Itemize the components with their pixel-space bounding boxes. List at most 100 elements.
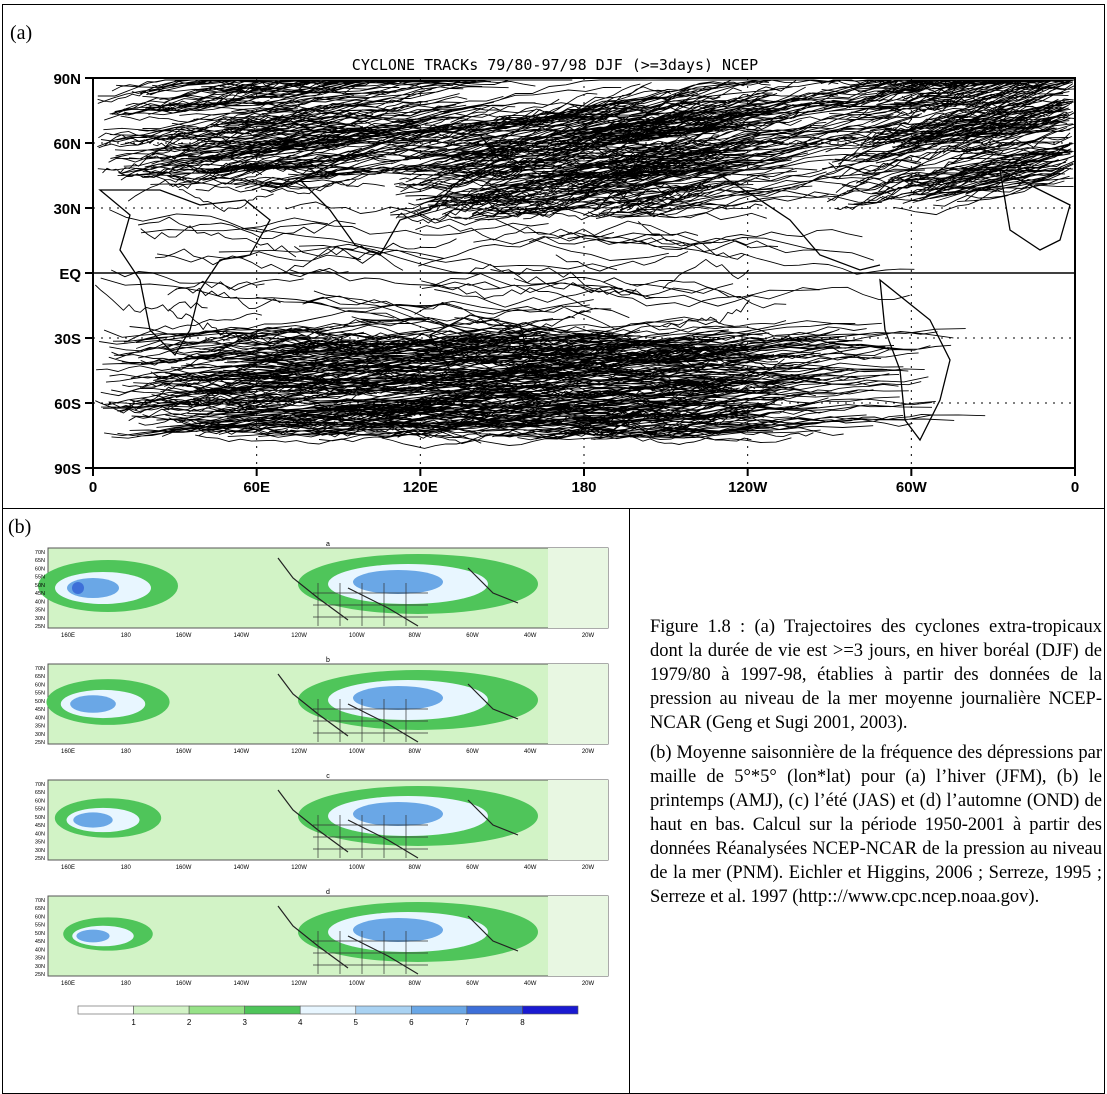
sub-map-y-tick: 30N: [35, 616, 45, 622]
caption-para-2: (b) Moyenne saisonnière de la fréquence …: [650, 743, 1102, 907]
sub-map-label: b: [326, 657, 330, 664]
colorbar-swatch: [133, 1005, 190, 1015]
sub-map-x-tick: 160E: [61, 633, 75, 639]
sub-map-x-tick: 160W: [176, 981, 192, 987]
sub-map-x-tick: 160E: [61, 749, 75, 755]
sub-map-x-tick: 80W: [408, 981, 421, 987]
sub-map-y-tick: 35N: [35, 956, 45, 962]
sub-map-x-tick: 160E: [61, 865, 75, 871]
sub-map-x-tick: 180: [121, 981, 132, 987]
caption-para-1: Figure 1.8 : (a) Trajectoires des cyclon…: [650, 617, 1102, 733]
sub-map-x-tick: 160W: [176, 749, 192, 755]
sub-map-x-tick: 60W: [466, 749, 479, 755]
sub-map-x-tick: 60W: [466, 633, 479, 639]
colorbar-label: 8: [520, 1018, 525, 1027]
colorbar-swatch: [299, 1005, 357, 1015]
sub-map-y-tick: 60N: [35, 566, 45, 572]
sub-map-y-tick: 55N: [35, 807, 45, 813]
sub-map-y-tick: 45N: [35, 707, 45, 713]
sub-map-x-tick: 100W: [349, 749, 365, 755]
sub-map-y-tick: 30N: [35, 964, 45, 970]
y-tick-label: 30S: [54, 331, 81, 348]
sub-map-y-tick: 65N: [35, 906, 45, 912]
sub-map-y-tick: 45N: [35, 591, 45, 597]
sub-map-y-tick: 35N: [35, 840, 45, 846]
sub-map-x-tick: 80W: [408, 749, 421, 755]
sub-map-x-tick: 60W: [466, 981, 479, 987]
sub-map-y-tick: 50N: [35, 931, 45, 937]
sub-map-y-tick: 65N: [35, 558, 45, 564]
sub-map-y-tick: 65N: [35, 674, 45, 680]
x-tick-label: 60W: [896, 479, 928, 496]
sub-map-x-tick: 120W: [291, 633, 307, 639]
colorbar-label: 4: [298, 1018, 303, 1027]
panel-b-label: (b): [8, 516, 32, 538]
colorbar-label: 5: [354, 1018, 359, 1027]
sub-map-y-tick: 60N: [35, 682, 45, 688]
sub-map-y-tick: 25N: [35, 740, 45, 746]
cyclone-track-lines: [94, 79, 1076, 449]
sub-map-x-tick: 40W: [524, 981, 537, 987]
sub-map-x-tick: 180: [121, 633, 132, 639]
sub-map-y-tick: 30N: [35, 732, 45, 738]
sub-map-y-tick: 45N: [35, 823, 45, 829]
sub-map-y-tick: 35N: [35, 608, 45, 614]
seasonal-map: [47, 895, 609, 977]
colorbar-swatch: [522, 1005, 579, 1015]
seasonal-maps: a 70N 65N 60N 55N 50N 45N 40N 35N 30N 25N 160E 180 16…: [20, 540, 610, 1040]
sub-map-label: c: [326, 773, 330, 780]
sub-map-y-tick: 25N: [35, 972, 45, 978]
sub-map-y-tick: 50N: [35, 815, 45, 821]
sub-map-label: d: [326, 889, 330, 896]
panel-a-label: (a): [10, 22, 33, 44]
colorbar-label: 7: [465, 1018, 470, 1027]
sub-map-y-tick: 60N: [35, 798, 45, 804]
y-tick-label: 90S: [54, 461, 81, 478]
cyclone-tracks-map: CYCLONE TRACKs 79/80-97/98 DJF (>=3days)…: [53, 56, 1079, 496]
y-tick-label: 60N: [53, 136, 81, 153]
colorbar-label: 1: [131, 1018, 136, 1027]
seasonal-map: [47, 779, 609, 861]
colorbar-swatch: [411, 1005, 468, 1015]
y-tick-label: 90N: [53, 71, 81, 88]
x-tick-label: 120W: [728, 479, 768, 496]
sub-map-y-tick: 70N: [35, 550, 45, 556]
sub-map-y-tick: 40N: [35, 715, 45, 721]
sub-map-x-tick: 140W: [233, 749, 249, 755]
x-tick-label: 0: [1071, 479, 1079, 496]
sub-map-y-tick: 35N: [35, 724, 45, 730]
sub-map-y-tick: 40N: [35, 831, 45, 837]
x-tick-label: 180: [571, 479, 596, 496]
sub-map-y-tick: 50N: [35, 583, 45, 589]
sub-map-x-tick: 20W: [582, 865, 595, 871]
sub-map-y-tick: 70N: [35, 898, 45, 904]
colorbar-swatch: [466, 1005, 523, 1015]
sub-map-y-tick: 60N: [35, 914, 45, 920]
colorbar-swatch: [244, 1005, 301, 1015]
sub-map-y-tick: 30N: [35, 848, 45, 854]
sub-map-x-tick: 160W: [176, 865, 192, 871]
sub-map-x-tick: 40W: [524, 633, 537, 639]
sub-map-x-tick: 160W: [176, 633, 192, 639]
seasonal-map: [38, 547, 609, 629]
sub-map-x-tick: 160E: [61, 981, 75, 987]
sub-map-y-tick: 40N: [35, 599, 45, 605]
sub-map-x-tick: 100W: [349, 865, 365, 871]
sub-map-y-tick: 40N: [35, 947, 45, 953]
x-tick-label: 60E: [243, 479, 270, 496]
sub-map-x-tick: 180: [121, 749, 132, 755]
sub-map-y-tick: 45N: [35, 939, 45, 945]
y-tick-label: EQ: [59, 266, 81, 283]
sub-map-x-tick: 140W: [233, 633, 249, 639]
x-tick-label: 120E: [403, 479, 438, 496]
sub-map-x-tick: 20W: [582, 981, 595, 987]
figure-caption: Figure 1.8 : (a) Trajectoires des cyclon…: [650, 615, 1102, 915]
sub-map-x-tick: 80W: [408, 633, 421, 639]
seasonal-map: [46, 663, 609, 745]
colorbar-swatch: [188, 1005, 245, 1015]
sub-map-y-tick: 25N: [35, 856, 45, 862]
sub-map-x-tick: 60W: [466, 865, 479, 871]
x-tick-label: 0: [89, 479, 97, 496]
colorbar-label: 2: [187, 1018, 192, 1027]
